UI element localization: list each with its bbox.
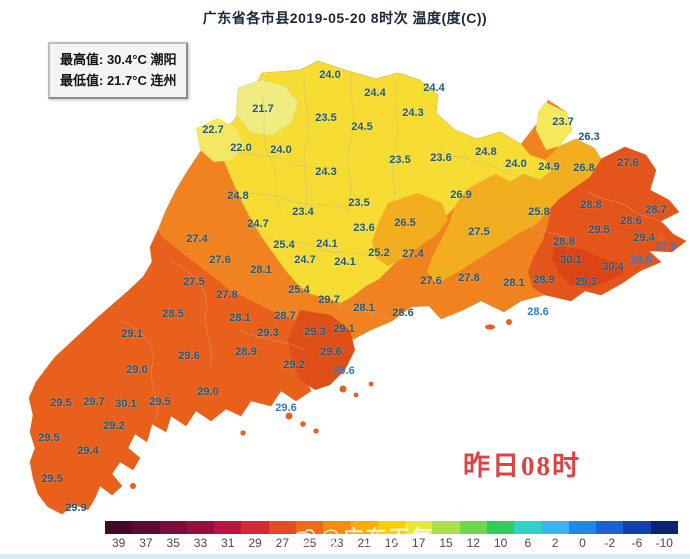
colorbar-segment <box>405 521 433 534</box>
region-delta-hot <box>288 310 355 390</box>
colorbar-segment <box>596 521 624 534</box>
region-northeast-pale <box>536 102 572 150</box>
region-hotspot <box>552 245 625 288</box>
colorbar-segments <box>105 521 678 534</box>
colorbar-tick: 0 <box>579 536 586 550</box>
colorbar-segment <box>486 521 515 534</box>
colorbar-tick: 15 <box>439 536 453 550</box>
colorbar-tick: 33 <box>193 536 208 550</box>
colorbar-tick: 2 <box>551 536 559 550</box>
colorbar-segment <box>459 521 487 534</box>
yesterday-08h-annotation: 昨日08时 <box>463 451 581 481</box>
colorbar-tick: 29 <box>248 536 262 550</box>
colorbar-tick: 25 <box>302 536 317 550</box>
colorbar-segment <box>514 521 542 534</box>
region-amber-band <box>427 139 601 284</box>
region-lianzhou-pale <box>235 79 299 137</box>
colorbar-tick: 17 <box>412 536 426 550</box>
colorbar-tick: 19 <box>384 536 399 550</box>
colorbar-segment <box>159 521 187 534</box>
county-borders <box>119 71 671 419</box>
coastal-islands <box>95 234 666 489</box>
region-amber-pocket <box>372 193 448 266</box>
colorbar-tick: 23 <box>330 536 344 550</box>
colorbar-segment <box>268 521 296 534</box>
colorbar-segment <box>350 521 378 534</box>
colorbar-segment <box>186 521 215 534</box>
colorbar-segment <box>650 521 678 534</box>
colorbar-segment <box>432 521 460 534</box>
region-northwest-pale <box>196 118 244 162</box>
bottom-divider <box>0 554 690 559</box>
colorbar-segment <box>377 521 406 534</box>
colorbar-segment <box>323 521 351 534</box>
colorbar-tick: -6 <box>631 536 643 550</box>
colorbar-tick: -2 <box>604 536 616 550</box>
max-value-line: 最高值: 30.4°C 潮阳 <box>60 52 177 67</box>
colorbar-tick: 35 <box>166 536 180 550</box>
page-title: 广东省各市县2019-05-20 8时次 温度(度(C)) <box>202 10 488 26</box>
colorbar-tick: 21 <box>357 536 371 550</box>
colorbar-tick: 27 <box>275 536 289 550</box>
colorbar-tick: 37 <box>139 536 153 550</box>
colorbar-segment <box>214 521 242 534</box>
colorbar-segment <box>241 521 269 534</box>
colorbar-segment <box>568 521 597 534</box>
colorbar-tick: 10 <box>493 536 508 550</box>
colorbar-segment <box>541 521 569 534</box>
colorbar-tick: 31 <box>221 536 235 550</box>
region-southwest-hot <box>29 230 352 514</box>
colorbar-tick: 6 <box>524 536 532 550</box>
max-min-info-box: 最高值: 30.4°C 潮阳 最低值: 21.7°C 连州 <box>48 42 189 99</box>
temperature-colorbar: 39 37 35 33 31 29 27 25 23 21 19 17 15 12 10 6 2 0 -2 -6 -10 <box>105 521 678 550</box>
colorbar-segment <box>623 521 651 534</box>
colorbar-segment <box>132 521 160 534</box>
colorbar-tick: -10 <box>655 536 673 550</box>
colorbar-segment <box>295 521 324 534</box>
colorbar-labels: 39 37 35 33 31 29 27 25 23 21 19 17 15 12 10 6 2 0 -2 -6 -10 <box>105 536 678 550</box>
min-value-line: 最低值: 21.7°C 连州 <box>60 73 177 89</box>
colorbar-tick: 39 <box>111 536 126 550</box>
colorbar-tick: 12 <box>466 536 480 550</box>
colorbar-segment <box>105 521 133 534</box>
